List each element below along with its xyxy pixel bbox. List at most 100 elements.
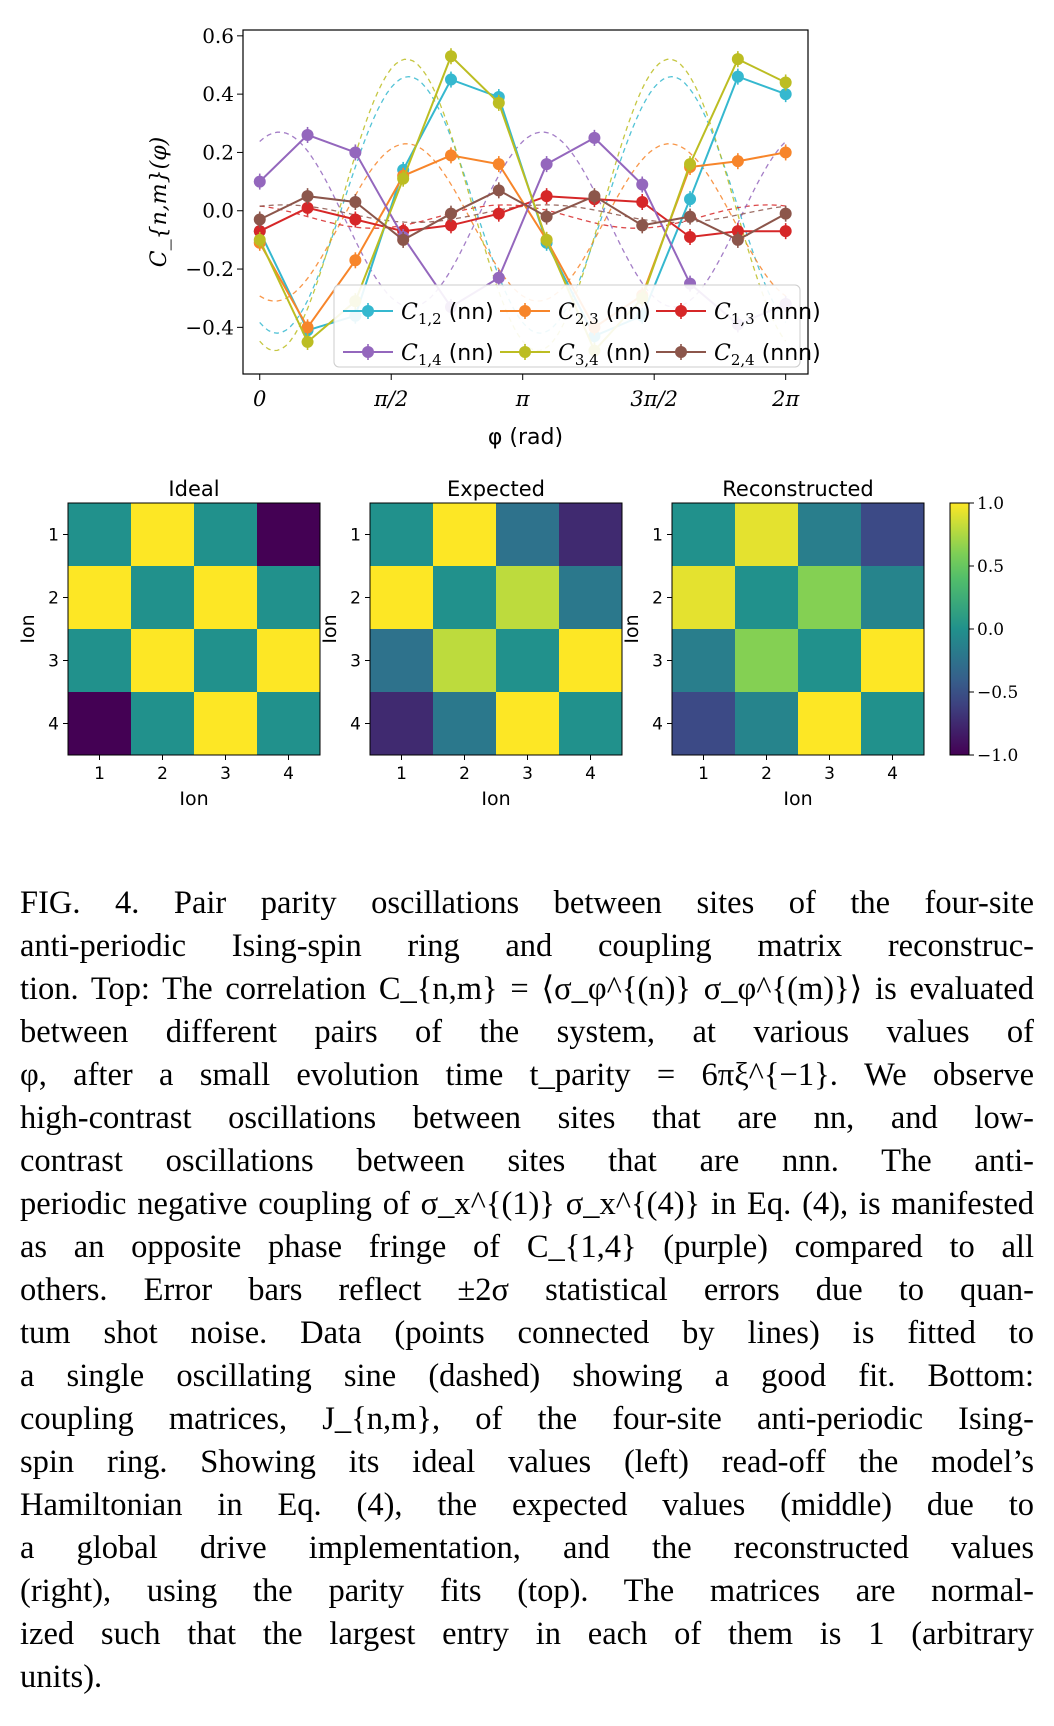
caption-line: between different pairs of the system, a… [20,1014,1034,1050]
caption-line: periodic negative coupling of σ_x^{(1)} … [20,1186,1034,1222]
data-point [540,210,553,223]
heatmap-x-label: Ion [783,788,812,810]
col-tick-label: 1 [698,764,709,784]
heatmap-y-label: Ion [621,614,643,643]
caption-line: high-contrast oscillations between sites… [20,1100,1034,1136]
heatmap-cell [861,566,925,630]
series-line-2 [259,195,786,239]
data-point [301,128,314,141]
heatmap-cell [370,503,434,567]
col-tick-label: 2 [761,764,772,784]
row-tick-label: 4 [652,715,663,735]
data-point [636,178,649,191]
x-axis-label: φ (rad) [488,425,563,450]
heatmap-cell [861,503,925,567]
heatmap-expected: Expected 1 2 3 4 1 2 3 4 Ion Ion [319,477,623,810]
heatmap-cell [194,692,258,756]
heatmap-cell [559,629,623,693]
heatmap-cell [861,629,925,693]
heatmap-cell [131,692,195,756]
heatmap-ideal: Ideal 1 2 3 4 1 2 3 4 Ion Ion [17,477,321,810]
caption-line: φ, after a small evolution time t_parity… [20,1057,1034,1093]
x-tick-label: π [515,387,531,411]
heatmap-cell [798,629,862,693]
colorbar-tick-label: −1.0 [977,746,1018,766]
data-point [492,96,505,109]
caption-line: units). [20,1659,103,1695]
colorbar-gradient [949,502,970,756]
data-point [731,225,744,238]
heatmap-cell [194,566,258,630]
data-point [731,70,744,83]
row-tick-label: 3 [48,652,59,672]
heatmap-cell [496,629,560,693]
heatmap-cell [68,692,132,756]
data-point [540,190,553,203]
colorbar: 1.0 0.5 0.0 −0.5 −1.0 [949,494,1018,766]
caption-line: as an opposite phase fringe of C_{1,4} (… [20,1229,1034,1265]
heatmap-x-label: Ion [179,788,208,810]
colorbar-tick-label: 0.5 [977,557,1004,577]
legend-swatch-marker [362,305,374,317]
data-point [492,271,505,284]
data-point [731,233,744,246]
data-point [492,207,505,220]
data-point [779,146,792,159]
heatmap-cell [194,503,258,567]
heatmap-title: Reconstructed [722,477,873,501]
heatmap-cell [433,566,497,630]
data-point [253,225,266,238]
heatmap-cell [735,629,799,693]
row-tick-label: 2 [350,589,361,609]
y-tick-label: 0.6 [202,24,234,48]
figure-caption: FIG. 4. Pair parity oscillations between… [20,882,1034,1699]
data-point [540,233,553,246]
col-tick-label: 4 [283,764,294,784]
heatmap-cell [257,566,321,630]
caption-line: others. Error bars reflect ±2σ statistic… [20,1272,1034,1308]
heatmap-cell [68,566,132,630]
heatmap-cell [370,629,434,693]
caption-line: spin ring. Showing its ideal values (lef… [20,1444,1034,1480]
caption-line: tum shot noise. Data (points connected b… [20,1315,1034,1351]
data-point [684,210,697,223]
y-tick-label: −0.4 [185,315,234,339]
heatmap-cell [559,692,623,756]
row-tick-label: 1 [48,526,59,546]
y-tick-label: 0.0 [202,199,234,223]
col-tick-label: 4 [585,764,596,784]
caption-line: (right), using the parity fits (top). Th… [20,1573,1034,1609]
x-tick-label: 3π/2 [630,387,678,411]
data-point [684,193,697,206]
row-tick-label: 1 [350,526,361,546]
data-point [349,254,362,267]
legend-entry-0: C1,2 (nn) [401,300,494,328]
heatmap-cell [496,503,560,567]
legend-entry-4: C3,4 (nn) [558,341,651,369]
legend-swatch-marker [519,346,531,358]
x-tick-label: 2π [771,387,800,411]
heatmap-cell [131,629,195,693]
y-axis-label: C_{n,m}(φ) [147,137,172,267]
coupling-matrix-heatmaps: Ideal 1 2 3 4 1 2 3 4 Ion Ion Expected 1 2 3 4 1 2 3 4 Ion Io… [17,477,925,810]
heatmap-cell [798,692,862,756]
data-point [492,158,505,171]
heatmap-cell [735,566,799,630]
heatmap-cell [735,692,799,756]
row-tick-label: 2 [652,589,663,609]
data-point [779,225,792,238]
col-tick-label: 1 [396,764,407,784]
heatmap-cell [672,503,736,567]
row-tick-label: 3 [652,652,663,672]
col-tick-label: 4 [887,764,898,784]
heatmap-cell [194,629,258,693]
series-line-5 [259,189,787,242]
parity-oscillation-plot: 0.6 0.4 0.2 0.0 −0.2 −0.4 0 π/2 π 3π/2 2π φ (rad) C_… [147,24,821,450]
data-point [779,88,792,101]
col-tick-label: 3 [824,764,835,784]
heatmap-cell [370,692,434,756]
data-point [636,196,649,208]
col-tick-label: 2 [157,764,168,784]
heatmap-cell [861,692,925,756]
data-point [349,213,362,226]
